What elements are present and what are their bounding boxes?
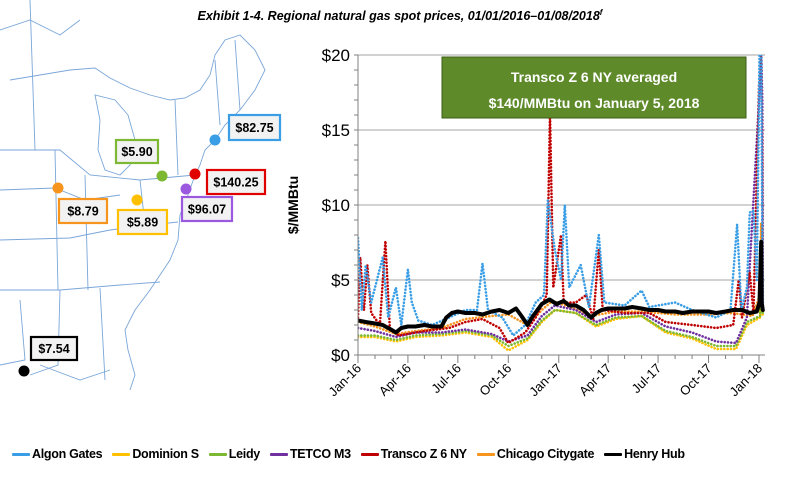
x-tick-label: Jan-18 xyxy=(726,361,765,400)
x-tick-label: Apr-17 xyxy=(576,361,614,399)
hub-marker xyxy=(156,170,168,182)
legend-item: Transco Z 6 NY xyxy=(360,447,467,461)
legend-item: Dominion S xyxy=(112,447,199,461)
price-label-box xyxy=(29,335,79,362)
exhibit-title: Exhibit 1-4. Regional natural gas spot p… xyxy=(0,8,800,23)
hub-marker xyxy=(189,168,201,180)
y-tick-label: $0 xyxy=(331,346,350,365)
price-label: $82.75 xyxy=(235,121,273,135)
y-tick-label: $15 xyxy=(322,121,350,140)
annotation-box: Transco Z 6 NY averaged $140/MMBtu on Ja… xyxy=(441,56,747,119)
price-label-box xyxy=(57,197,109,225)
legend-label: Henry Hub xyxy=(624,447,685,461)
annotation-line-2: $140/MMBtu on January 5, 2018 xyxy=(489,95,700,111)
hub-marker xyxy=(180,183,192,195)
title-footnote: f xyxy=(599,8,603,17)
map-hub-chicago-citygate: $8.79 xyxy=(52,182,109,225)
legend-swatch xyxy=(604,452,623,456)
legend-item: Henry Hub xyxy=(604,447,685,461)
price-label: $5.89 xyxy=(127,216,158,230)
legend-item: TETCO M3 xyxy=(269,447,351,461)
x-tick-label: Jul-17 xyxy=(629,361,665,397)
price-label-box xyxy=(114,138,160,165)
legend-swatch xyxy=(208,452,227,456)
y-tick-label: $10 xyxy=(322,196,350,215)
legend-swatch xyxy=(360,452,379,456)
price-label: $8.79 xyxy=(67,205,98,219)
price-label: $7.54 xyxy=(38,342,69,356)
map-hub-leidy: $5.90 xyxy=(114,138,168,182)
hub-marker xyxy=(131,194,143,206)
us-east-map: $82.75 $5.90 $140.25 $96.07 $5.89 $8.79 $7.54 xyxy=(0,0,282,391)
legend-label: TETCO M3 xyxy=(289,447,351,461)
x-tick-label: Jul-16 xyxy=(428,361,464,397)
legend-label: Leidy xyxy=(228,447,260,461)
map-hub-dominion-s: $5.89 xyxy=(116,194,169,236)
map-hub-algon-gates: $82.75 xyxy=(209,113,282,146)
price-label: $5.90 xyxy=(121,145,152,159)
series-line-algon-gates xyxy=(358,55,765,337)
legend-label: Transco Z 6 NY xyxy=(380,447,467,461)
map-hub-transco-z-6-ny: $140.25 xyxy=(189,168,267,196)
legend: Algon Gates Dominion S Leidy TETCO M3 Transc… xyxy=(12,447,792,461)
x-tick-label: Jan-17 xyxy=(526,361,565,400)
hub-marker xyxy=(52,182,64,194)
price-label: $96.07 xyxy=(188,203,226,217)
legend-label: Chicago Citygate xyxy=(496,447,595,461)
legend-item: Chicago Citygate xyxy=(476,447,595,461)
hub-marker xyxy=(18,365,30,377)
price-label-box xyxy=(116,208,169,236)
map-hub-tetco-m3: $96.07 xyxy=(180,183,234,223)
legend-item: Algon Gates xyxy=(12,447,103,461)
price-chart: $0 $5 $10 $15 $20 Jan-16 Apr-16 Jul-16 Oct-16 Jan… xyxy=(285,46,765,400)
price-label-box xyxy=(205,168,267,196)
hub-marker xyxy=(209,134,221,146)
y-axis-label: $/MMBtu xyxy=(285,176,301,234)
legend-label: Algon Gates xyxy=(32,447,103,461)
y-tick-label: $20 xyxy=(322,46,350,65)
annotation-line-1: Transco Z 6 NY averaged xyxy=(511,69,677,85)
legend-swatch xyxy=(269,452,288,456)
x-tick-label: Jan-16 xyxy=(325,361,364,400)
legend-swatch xyxy=(112,452,131,456)
legend-swatch xyxy=(12,452,30,456)
price-label: $140.25 xyxy=(213,176,258,190)
legend-swatch xyxy=(476,452,495,456)
price-label-box xyxy=(227,113,282,142)
x-tick-label: Oct-16 xyxy=(476,361,514,399)
price-label-box xyxy=(180,195,234,223)
map-hub-henry-hub: $7.54 xyxy=(18,335,79,377)
series-line-leidy xyxy=(358,265,765,348)
x-tick-label: Apr-16 xyxy=(376,361,414,399)
series-line-tetco-m3 xyxy=(358,55,765,345)
title-text: Exhibit 1-4. Regional natural gas spot p… xyxy=(197,9,600,24)
y-tick-label: $5 xyxy=(331,271,350,290)
legend-label: Dominion S xyxy=(132,447,199,461)
legend-item: Leidy xyxy=(208,447,260,461)
x-tick-label: Oct-17 xyxy=(676,361,714,399)
series-line-henry-hub xyxy=(358,239,765,335)
